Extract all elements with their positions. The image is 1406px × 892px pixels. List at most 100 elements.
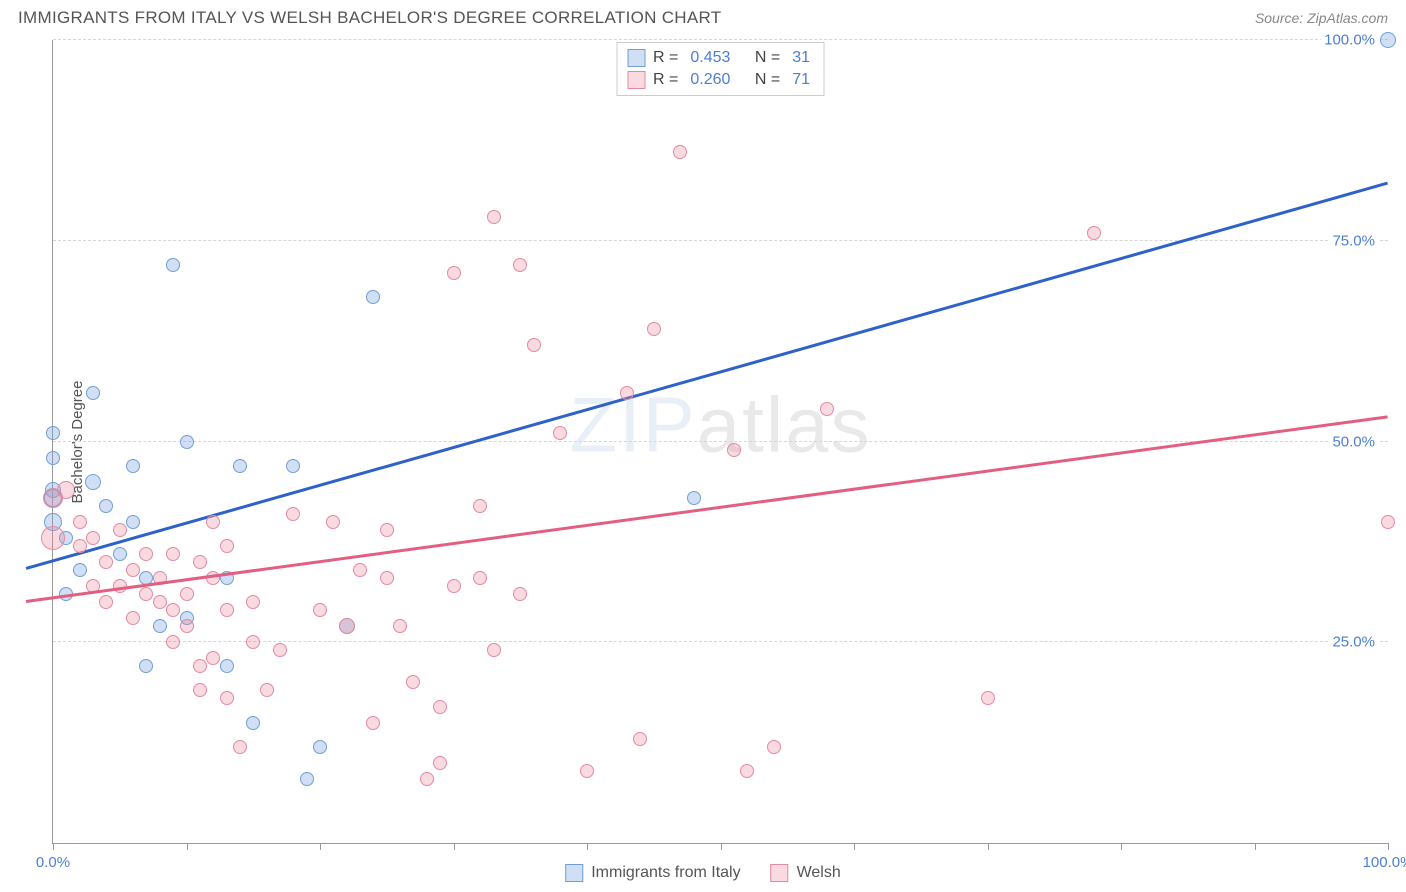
- data-point: [193, 555, 207, 569]
- x-tick: [1388, 843, 1389, 850]
- data-point: [99, 595, 113, 609]
- data-point: [447, 579, 461, 593]
- y-tick-label: 75.0%: [1329, 232, 1378, 249]
- data-point: [513, 258, 527, 272]
- data-point: [673, 145, 687, 159]
- legend-label-welsh: Welsh: [797, 864, 841, 882]
- watermark: ZIPatlas: [569, 380, 871, 471]
- data-point: [473, 499, 487, 513]
- data-point: [380, 571, 394, 585]
- legend-item-italy: Immigrants from Italy: [565, 864, 740, 882]
- data-point: [380, 523, 394, 537]
- data-point: [1087, 226, 1101, 240]
- data-point: [139, 587, 153, 601]
- data-point: [527, 338, 541, 352]
- data-point: [286, 507, 300, 521]
- data-point: [86, 386, 100, 400]
- data-point: [727, 443, 741, 457]
- legend-r-label: R =: [653, 71, 678, 89]
- data-point: [43, 488, 63, 508]
- data-point: [1380, 32, 1396, 48]
- gridline: [53, 39, 1388, 40]
- data-point: [246, 595, 260, 609]
- data-point: [86, 531, 100, 545]
- data-point: [153, 619, 167, 633]
- data-point: [126, 563, 140, 577]
- data-point: [433, 756, 447, 770]
- legend-r-welsh: 0.260: [690, 71, 730, 89]
- y-tick-label: 25.0%: [1329, 634, 1378, 651]
- legend-row-welsh: R = 0.260 N = 71: [627, 69, 814, 91]
- data-point: [180, 619, 194, 633]
- data-point: [126, 515, 140, 529]
- data-point: [433, 700, 447, 714]
- x-tick: [721, 843, 722, 850]
- data-point: [339, 618, 355, 634]
- legend-item-welsh: Welsh: [771, 864, 841, 882]
- data-point: [366, 290, 380, 304]
- data-point: [46, 451, 60, 465]
- data-point: [73, 539, 87, 553]
- data-point: [393, 619, 407, 633]
- data-point: [286, 459, 300, 473]
- data-point: [580, 764, 594, 778]
- x-tick: [587, 843, 588, 850]
- plot-area: ZIPatlas R = 0.453 N = 31 R = 0.260 N = …: [52, 40, 1388, 844]
- data-point: [180, 587, 194, 601]
- x-tick: [187, 843, 188, 850]
- data-point: [180, 435, 194, 449]
- data-point: [420, 772, 434, 786]
- data-point: [981, 691, 995, 705]
- data-point: [166, 547, 180, 561]
- data-point: [326, 515, 340, 529]
- data-point: [139, 547, 153, 561]
- data-point: [473, 571, 487, 585]
- chart-title: IMMIGRANTS FROM ITALY VS WELSH BACHELOR'…: [18, 8, 721, 28]
- data-point: [273, 643, 287, 657]
- data-point: [406, 675, 420, 689]
- data-point: [620, 386, 634, 400]
- data-point: [313, 603, 327, 617]
- x-tick-label: 100.0%: [1363, 854, 1406, 871]
- legend-n-label: N =: [755, 71, 780, 89]
- data-point: [193, 659, 207, 673]
- data-point: [447, 266, 461, 280]
- data-point: [139, 659, 153, 673]
- data-point: [166, 603, 180, 617]
- swatch-welsh-icon: [771, 864, 789, 882]
- data-point: [99, 555, 113, 569]
- data-point: [220, 539, 234, 553]
- x-tick: [53, 843, 54, 850]
- data-point: [193, 683, 207, 697]
- data-point: [487, 643, 501, 657]
- data-point: [220, 691, 234, 705]
- data-point: [366, 716, 380, 730]
- data-point: [300, 772, 314, 786]
- data-point: [220, 603, 234, 617]
- x-tick: [1255, 843, 1256, 850]
- legend-row-italy: R = 0.453 N = 31: [627, 47, 814, 69]
- legend-n-welsh: 71: [792, 71, 810, 89]
- data-point: [206, 515, 220, 529]
- watermark-atlas: atlas: [697, 381, 872, 469]
- data-point: [513, 587, 527, 601]
- data-point: [553, 426, 567, 440]
- x-tick: [454, 843, 455, 850]
- correlation-legend: R = 0.453 N = 31 R = 0.260 N = 71: [616, 42, 825, 96]
- series-legend: Immigrants from Italy Welsh: [565, 864, 841, 882]
- y-tick-label: 100.0%: [1321, 32, 1378, 49]
- data-point: [740, 764, 754, 778]
- swatch-welsh: [627, 71, 645, 89]
- data-point: [220, 659, 234, 673]
- data-point: [353, 563, 367, 577]
- data-point: [647, 322, 661, 336]
- data-point: [99, 499, 113, 513]
- data-point: [260, 683, 274, 697]
- x-tick: [988, 843, 989, 850]
- data-point: [73, 563, 87, 577]
- data-point: [233, 459, 247, 473]
- legend-r-label: R =: [653, 49, 678, 67]
- x-tick-label: 0.0%: [36, 854, 70, 871]
- y-axis-label: Bachelor's Degree: [69, 381, 86, 504]
- chart-header: IMMIGRANTS FROM ITALY VS WELSH BACHELOR'…: [0, 0, 1406, 32]
